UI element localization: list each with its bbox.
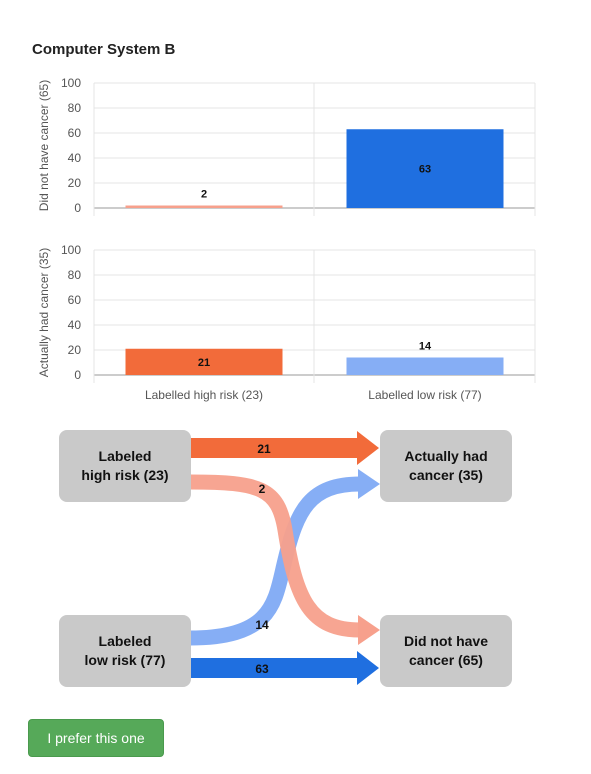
bar	[125, 348, 283, 375]
y-tick-label: 60	[68, 293, 82, 307]
flow-link-label: 63	[255, 662, 269, 676]
y-tick-label: 100	[61, 76, 81, 90]
bar	[346, 129, 504, 208]
bar-data-label: 2	[201, 189, 207, 201]
flow-link-label: 21	[257, 442, 271, 456]
y-tick-label: 20	[68, 176, 82, 190]
page-title: Computer System B	[32, 41, 176, 58]
y-tick-label: 40	[68, 318, 82, 332]
y-tick-label: 80	[68, 268, 82, 282]
x-tick-label: Labelled high risk (23)	[145, 388, 263, 402]
flow-arrow-head	[358, 615, 380, 645]
bar	[125, 205, 283, 208]
y-tick-label: 100	[61, 243, 81, 257]
node-had-cancer: Actually had cancer (35)	[380, 430, 512, 502]
y-tick-label: 0	[74, 201, 81, 215]
y-tick-label: 80	[68, 101, 82, 115]
bar-data-label: 63	[419, 164, 431, 176]
flow-link-high-to-no-cancer	[189, 474, 361, 638]
bar	[346, 357, 504, 375]
flow-link-label: 14	[255, 618, 269, 632]
bar-data-label: 14	[419, 341, 432, 353]
x-tick-label: Labelled low risk (77)	[368, 388, 481, 402]
node-high-risk: Labeled high risk (23)	[59, 430, 191, 502]
node-no-cancer: Did not have cancer (65)	[380, 615, 512, 687]
y-axis-label: Actually had cancer (35)	[37, 248, 51, 377]
flow-arrow-head	[358, 469, 380, 499]
y-tick-label: 20	[68, 343, 82, 357]
node-low-risk: Labeled low risk (77)	[59, 615, 191, 687]
prefer-button[interactable]: I prefer this one	[28, 719, 164, 757]
y-axis-label: Did not have cancer (65)	[37, 80, 51, 211]
y-tick-label: 40	[68, 151, 82, 165]
y-tick-label: 60	[68, 126, 82, 140]
flow-link-label: 2	[259, 482, 266, 496]
flow-arrow-head	[357, 651, 379, 685]
bar-charts: 0 20 40 60 80 100 Did not have cancer (65) 2 63 0…	[37, 76, 536, 402]
flow-link-high-to-had-cancer	[190, 438, 358, 458]
flow-link-low-to-no-cancer	[190, 658, 358, 678]
y-tick-label: 0	[74, 368, 81, 382]
flow-arrow-head	[357, 431, 379, 465]
bar-data-label: 21	[198, 357, 210, 369]
